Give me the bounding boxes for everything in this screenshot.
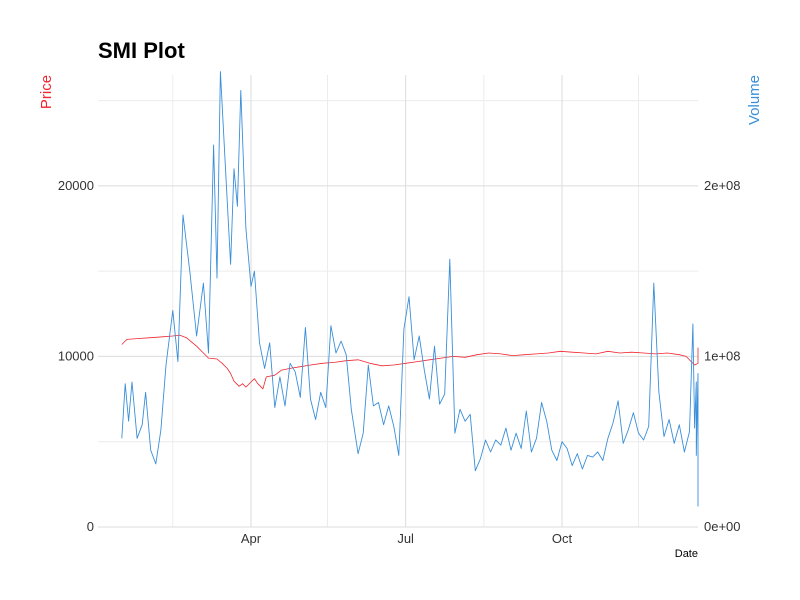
x-tick-label: Oct	[552, 531, 573, 546]
y-axis-label-left: Price	[38, 75, 55, 109]
series-line-volume	[121, 71, 699, 507]
axes: 0 10000 20000 0e+00 1e+08 2e+08 Apr Jul Oct	[58, 178, 741, 546]
series-layer	[121, 71, 699, 507]
chart-title: SMI Plot	[98, 38, 185, 63]
x-tick-label: Jul	[397, 531, 414, 546]
y-right-tick-label: 2e+08	[704, 178, 741, 193]
grid	[98, 75, 698, 528]
y-left-tick-label: 0	[87, 519, 94, 534]
y-right-tick-label: 0e+00	[704, 519, 741, 534]
y-right-tick-label: 1e+08	[704, 348, 741, 363]
x-tick-label: Apr	[241, 531, 262, 546]
y-left-tick-label: 10000	[58, 348, 94, 363]
x-axis-label: Date	[675, 548, 698, 560]
y-left-tick-label: 20000	[58, 178, 94, 193]
series-line-price	[121, 334, 699, 390]
y-axis-label-right: Volume	[746, 75, 763, 125]
